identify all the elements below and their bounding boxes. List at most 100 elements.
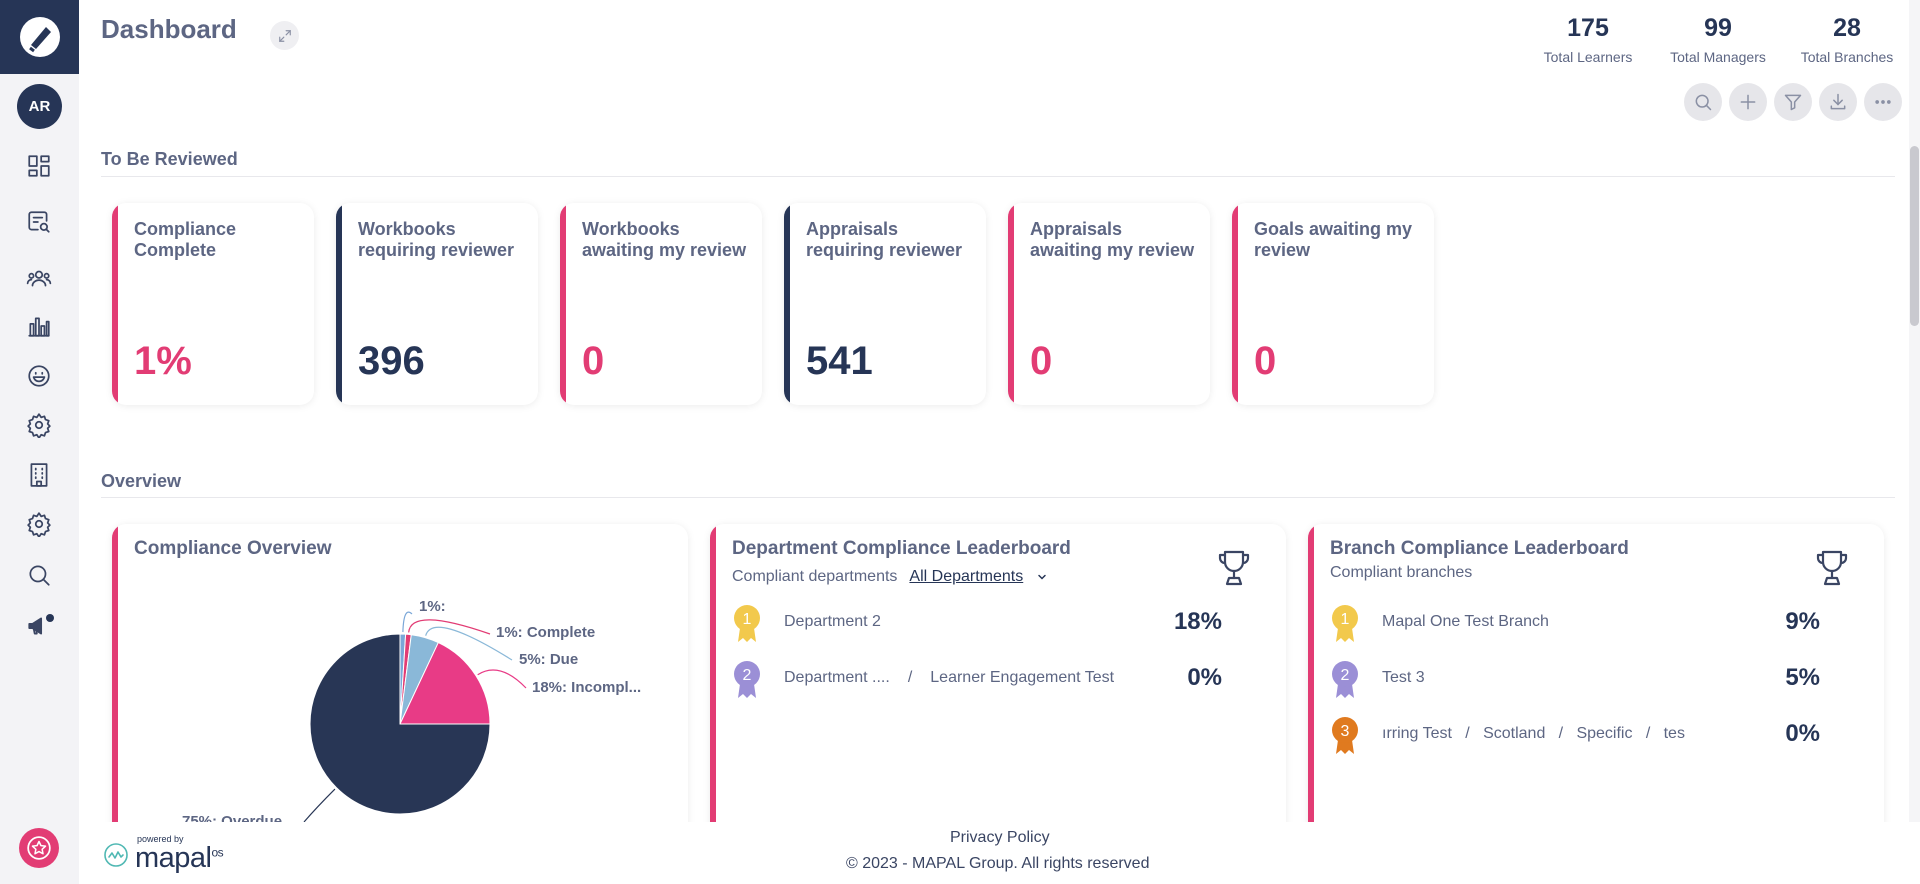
review-card-workbooks-awaiting-review[interactable]: Workbooks awaiting my review 0 — [560, 203, 762, 405]
card-title: Compliance Overview — [134, 538, 332, 559]
mapal-logo-icon — [104, 843, 128, 867]
stat-value: 99 — [1704, 14, 1732, 42]
scrollbar-thumb[interactable] — [1910, 146, 1919, 326]
leaderboard-name: ırring Test / Scotland / Specific / tes — [1382, 725, 1685, 742]
expand-icon — [278, 29, 291, 42]
plus-icon — [1740, 94, 1756, 110]
leaderboard-row[interactable]: 1 Department 2 18% — [732, 604, 1262, 644]
avatar[interactable]: AR — [17, 84, 62, 129]
review-card-goals-awaiting-review[interactable]: Goals awaiting my review 0 — [1232, 203, 1434, 405]
medal-icon: 1 — [734, 605, 760, 642]
more-icon — [1875, 100, 1891, 104]
medal-icon: 1 — [1332, 605, 1358, 642]
card-label: Workbooks requiring reviewer — [358, 219, 515, 260]
search-document-icon[interactable] — [25, 208, 53, 236]
pie-leader-line — [303, 788, 336, 823]
leaderboard-name-part: Department .... — [784, 669, 890, 686]
chevron-down-icon[interactable] — [1036, 571, 1048, 583]
pie-slice[interactable] — [399, 641, 491, 725]
building-icon[interactable] — [25, 461, 53, 489]
leaderboard-percent: 0% — [1785, 720, 1820, 747]
stat-label: Total Managers — [1670, 49, 1766, 65]
pie-leader-line — [425, 626, 513, 661]
pie-label: 1%: Complete — [496, 624, 595, 641]
privacy-policy-link[interactable]: Privacy Policy — [950, 829, 1050, 846]
card-accent-bar — [1008, 203, 1014, 405]
sidebar: AR — [0, 0, 79, 884]
page-title: Dashboard — [101, 14, 237, 44]
smiley-icon[interactable] — [25, 362, 53, 390]
favorites-star-button[interactable] — [19, 828, 59, 868]
bar-chart-icon[interactable] — [25, 312, 53, 340]
search-icon[interactable] — [25, 561, 53, 589]
powered-by-logo[interactable]: powered by mapalos — [103, 834, 224, 874]
stat-total-branches: 28 Total Branches — [1790, 14, 1904, 65]
card-value: 1% — [134, 339, 192, 383]
leaderboard-name: Mapal One Test Branch — [1382, 613, 1549, 630]
department-filter-dropdown[interactable]: All Departments — [909, 568, 1024, 585]
leaderboard-row[interactable]: 2 Department .... / Learner Engagement Tes… — [732, 660, 1262, 700]
gear-icon[interactable] — [25, 411, 53, 439]
notification-dot — [46, 614, 54, 622]
section-title-review: To Be Reviewed — [101, 149, 238, 169]
review-card-appraisals-requiring-reviewer[interactable]: Appraisals requiring reviewer 541 — [784, 203, 986, 405]
card-accent-bar — [560, 203, 566, 405]
medal-rank: 2 — [1341, 667, 1350, 684]
card-accent-bar — [784, 203, 790, 405]
medal-rank: 1 — [1341, 611, 1350, 628]
pie-leader-line — [408, 619, 491, 635]
stat-value: 175 — [1567, 14, 1609, 42]
stat-value: 28 — [1833, 14, 1861, 42]
medal-icon: 2 — [1332, 661, 1358, 698]
medal-rank: 2 — [743, 667, 752, 684]
stat-label: Total Branches — [1800, 49, 1894, 65]
pie-slice[interactable] — [309, 633, 491, 815]
brand-text: mapal — [135, 842, 212, 874]
search-icon — [1695, 94, 1712, 111]
settings-icon[interactable] — [25, 510, 53, 538]
add-button[interactable] — [1729, 83, 1767, 121]
app-logo[interactable] — [0, 0, 79, 74]
card-label: Workbooks awaiting my review — [582, 219, 747, 260]
download-icon — [1830, 93, 1846, 110]
card-value: 396 — [358, 339, 425, 383]
review-card-compliance-complete[interactable]: Compliance Complete 1% — [112, 203, 314, 405]
card-accent-bar — [1232, 203, 1238, 405]
scrollbar-track[interactable] — [1909, 0, 1920, 822]
dashboard-icon[interactable] — [25, 152, 53, 180]
users-icon[interactable] — [25, 264, 53, 292]
star-icon — [27, 836, 51, 860]
copyright-text: © 2023 - MAPAL Group. All rights reserve… — [846, 855, 1150, 872]
card-accent-bar — [1308, 524, 1314, 884]
review-card-appraisals-awaiting-review[interactable]: Appraisals awaiting my review 0 — [1008, 203, 1210, 405]
leaderboard-row[interactable]: 2 Test 3 5% — [1330, 660, 1860, 700]
card-title: Department Compliance Leaderboard — [732, 538, 1071, 559]
leaderboard-row[interactable]: 1 Mapal One Test Branch 9% — [1330, 604, 1860, 644]
download-button[interactable] — [1819, 83, 1857, 121]
card-accent-bar — [336, 203, 342, 405]
leaderboard-percent: 5% — [1785, 664, 1820, 691]
pie-label: 5%: Due — [519, 651, 578, 668]
filter-button[interactable] — [1774, 83, 1812, 121]
trophy-icon — [1814, 548, 1850, 588]
expand-button[interactable] — [270, 21, 299, 50]
footer — [79, 822, 1920, 884]
leaderboard-row[interactable]: 3 ırring Test / Scotland / Specific / te… — [1330, 716, 1860, 756]
leaderboard-name: Department .... / Learner Engagement Test — [784, 669, 1114, 687]
review-card-workbooks-requiring-reviewer[interactable]: Workbooks requiring reviewer 396 — [336, 203, 538, 405]
powered-by-text: powered by — [137, 834, 184, 844]
leaderboard-percent: 9% — [1785, 608, 1820, 635]
divider — [101, 497, 1895, 498]
card-subtitle: Compliant branches — [1330, 564, 1473, 581]
brand-name: mapalos — [135, 842, 224, 875]
separator: / — [907, 669, 913, 686]
more-button[interactable] — [1864, 83, 1902, 121]
search-button[interactable] — [1684, 83, 1722, 121]
stat-total-managers: 99 Total Managers — [1660, 14, 1776, 65]
divider — [101, 176, 1895, 177]
leaderboard-name: Department 2 — [784, 613, 881, 630]
card-label: Appraisals awaiting my review — [1030, 219, 1195, 260]
megaphone-icon[interactable] — [25, 612, 54, 640]
